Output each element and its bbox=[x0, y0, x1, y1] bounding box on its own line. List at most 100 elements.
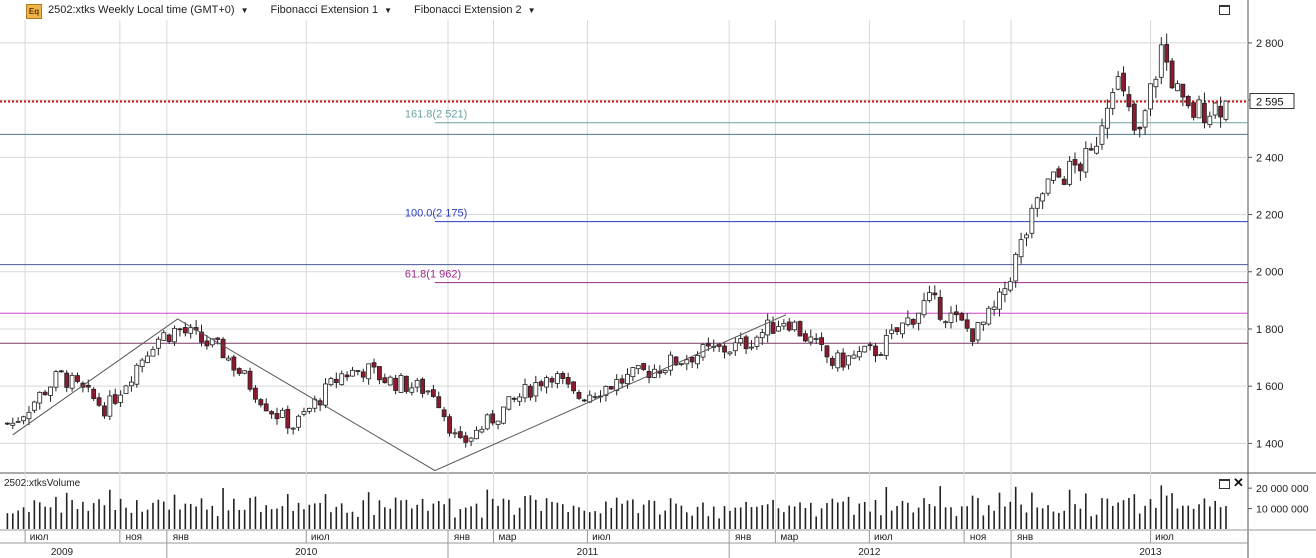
candle-body bbox=[813, 338, 819, 340]
candle-body bbox=[1164, 44, 1170, 63]
candle-body bbox=[501, 406, 506, 424]
candle-body bbox=[220, 338, 226, 359]
candle-body bbox=[85, 384, 91, 388]
fibonacci-extension-2-label[interactable]: Fibonacci Extension 2 bbox=[414, 4, 522, 16]
fib1-dropdown-icon[interactable]: ▼ bbox=[384, 5, 393, 15]
candle-body bbox=[732, 342, 738, 352]
fibonacci-extension-1-label[interactable]: Fibonacci Extension 1 bbox=[270, 4, 379, 16]
candle-body bbox=[1223, 100, 1229, 120]
candle-body bbox=[916, 312, 922, 324]
candle-body bbox=[867, 344, 873, 347]
candle-body bbox=[107, 395, 113, 417]
candle-body bbox=[883, 335, 889, 356]
close-volume-panel-icon[interactable]: ✕ bbox=[1233, 475, 1244, 490]
candle-body bbox=[975, 322, 981, 341]
candle-body bbox=[1142, 110, 1148, 128]
candle-body bbox=[953, 311, 959, 316]
candle-body bbox=[1104, 107, 1110, 129]
price-tick-label: 2 400 bbox=[1256, 152, 1284, 164]
candle-body bbox=[150, 348, 156, 357]
candle-body bbox=[441, 409, 447, 418]
year-tick-label: 2010 bbox=[295, 547, 318, 558]
month-tick-label: янв bbox=[1017, 532, 1033, 543]
price-tick-label: 2 000 bbox=[1256, 267, 1284, 279]
candle-body bbox=[991, 306, 997, 310]
candle-body bbox=[134, 364, 140, 385]
candle-body bbox=[1088, 148, 1094, 151]
candle-body bbox=[1034, 197, 1040, 209]
candle-body bbox=[155, 338, 161, 349]
candle-body bbox=[172, 327, 177, 343]
candle-body bbox=[528, 385, 533, 398]
candle-body bbox=[263, 403, 269, 412]
candle-body bbox=[943, 321, 949, 324]
candle-body bbox=[112, 394, 118, 404]
candle-body bbox=[921, 300, 927, 316]
candle-body bbox=[770, 322, 776, 334]
symbol-label[interactable]: 2502:xtks Weekly Local time (GMT+0) bbox=[48, 4, 235, 16]
candle-body bbox=[803, 333, 808, 342]
candle-body bbox=[1040, 193, 1046, 202]
candle-body bbox=[824, 345, 830, 358]
candle-body bbox=[759, 332, 765, 339]
candle-body bbox=[705, 342, 711, 347]
candle-body bbox=[1121, 72, 1126, 92]
candle-body bbox=[301, 411, 307, 415]
instrument-badge[interactable]: Eq bbox=[26, 4, 42, 19]
price-tick-label: 1 600 bbox=[1256, 381, 1284, 393]
fib2-dropdown-icon[interactable]: ▼ bbox=[527, 5, 536, 15]
candle-body bbox=[1131, 103, 1137, 131]
candle-body bbox=[42, 391, 48, 396]
candle-body bbox=[360, 371, 366, 378]
candle-body bbox=[118, 394, 124, 403]
candle-body bbox=[722, 345, 727, 353]
maximize-volume-panel-icon[interactable] bbox=[1219, 479, 1230, 489]
candle-body bbox=[436, 396, 442, 409]
candle-body bbox=[808, 336, 814, 343]
candle-body bbox=[781, 322, 787, 327]
maximize-price-panel-icon[interactable] bbox=[1219, 5, 1230, 15]
candle-body bbox=[231, 356, 237, 371]
candle-body bbox=[279, 409, 285, 418]
candle-body bbox=[797, 321, 803, 337]
candle-body bbox=[840, 352, 846, 368]
candle-body bbox=[344, 374, 350, 378]
candle-body bbox=[21, 416, 26, 422]
candle-body bbox=[37, 391, 43, 404]
candle-body bbox=[1051, 171, 1056, 181]
candle-body bbox=[75, 375, 80, 382]
zigzag-line[interactable] bbox=[12, 314, 787, 472]
candle-body bbox=[312, 398, 318, 409]
candle-body bbox=[608, 386, 614, 390]
candle-body bbox=[959, 313, 965, 321]
candle-body bbox=[91, 388, 97, 399]
candle-body bbox=[290, 427, 296, 430]
candle-body bbox=[1202, 102, 1207, 124]
candle-body bbox=[889, 329, 895, 334]
candle-body bbox=[1180, 83, 1186, 98]
candle-body bbox=[937, 296, 943, 320]
candle-body bbox=[1207, 115, 1213, 125]
candle-body bbox=[1018, 239, 1024, 258]
candle-body bbox=[560, 372, 566, 379]
candle-body bbox=[819, 337, 824, 345]
candle-body bbox=[48, 386, 53, 396]
candle-body bbox=[980, 321, 986, 325]
candlestick-series bbox=[4, 33, 1229, 448]
candle-body bbox=[727, 351, 733, 355]
candle-body bbox=[851, 354, 857, 359]
candle-body bbox=[581, 399, 587, 402]
candle-body bbox=[247, 370, 253, 390]
candle-body bbox=[603, 385, 609, 396]
candle-body bbox=[635, 365, 641, 370]
candle-body bbox=[1002, 288, 1008, 296]
candle-body bbox=[242, 370, 248, 374]
month-tick-label: июл bbox=[311, 532, 330, 543]
candle-body bbox=[64, 372, 70, 388]
last-price-marker bbox=[1249, 93, 1295, 110]
symbol-dropdown-icon[interactable]: ▼ bbox=[240, 5, 249, 15]
candle-body bbox=[425, 390, 431, 393]
price-tick-label: 2 200 bbox=[1256, 210, 1284, 222]
